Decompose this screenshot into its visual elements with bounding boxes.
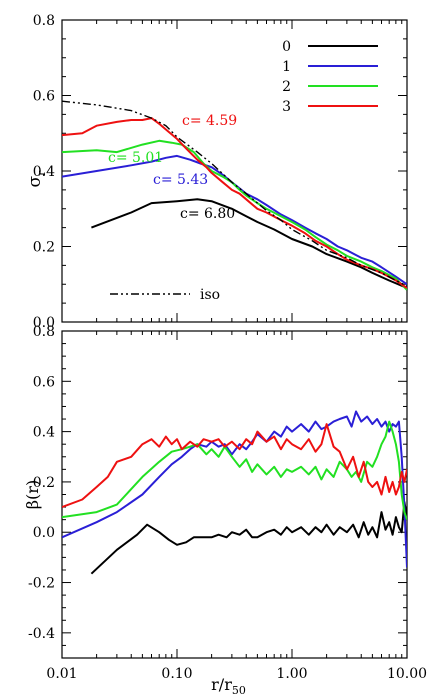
legend-label-iso: iso [200,287,220,303]
x-axis-title: r/r50 [211,675,246,697]
top-series-iso-line [62,100,407,287]
top-series-group [62,100,407,291]
x-tick-label: 0.10 [161,666,192,682]
bottom-y-tick-label: 0.8 [33,324,55,340]
bottom-y-tick-label: -0.4 [28,626,55,642]
top-y-tick-label: 0.4 [33,164,55,180]
bottom-panel: -0.4 -0.2 0.0 0.2 0.4 0.6 0.8 0.01 0.10 1.00 10.00… [23,324,427,697]
annotation-c-459: c= 4.59 [182,113,237,129]
bottom-plot-frame [61,330,408,659]
top-y-tick-label: 0.0 [33,315,55,331]
top-y-tick-label: 0.2 [33,240,55,256]
top-y-axis-title-sub: r [35,170,48,176]
annotation-c-501: c= 5.01 [108,150,163,166]
top-series-3-line [62,117,407,289]
bottom-y-tick-label: 0.4 [33,425,55,441]
bottom-series-3-line [62,423,407,509]
legend-label-1: 1 [282,59,291,75]
top-y-axis-title: σr [25,170,48,188]
bottom-series-1-line [62,410,407,568]
bottom-series-2-line [62,420,407,521]
legend-label-3: 3 [282,99,291,115]
top-series-2-line [62,139,407,291]
bottom-y-tick-label: 0.2 [33,475,55,491]
top-y-tick-label: 0.6 [33,89,55,105]
top-y-tick-label: 0.8 [33,13,55,29]
legend-label-0: 0 [282,39,291,55]
annotation-c-680: c= 6.80 [180,206,235,222]
top-series-1-line [62,154,407,286]
bottom-series-group [62,410,407,575]
annotation-c-543: c= 5.43 [153,172,208,188]
top-panel: 0.0 0.2 0.4 0.6 0.8 σr 0 1 2 3 iso [25,13,408,331]
legend-label-2: 2 [282,79,291,95]
bottom-y-tick-label: 0.6 [33,374,55,390]
x-tick-label: 10.00 [387,666,427,682]
x-tick-label: 0.01 [46,666,77,682]
bottom-y-axis-title: β(r) [23,480,42,509]
top-series-0-line [91,198,407,289]
bottom-series-0-line [90,501,407,575]
bottom-y-tick-label: 0.0 [33,525,55,541]
annotations: c= 4.59 c= 5.01 c= 5.43 c= 6.80 [108,113,237,222]
bottom-y-tick-label: -0.2 [28,576,55,592]
x-axis-title-sub: 50 [232,684,246,697]
x-tick-label: 1.00 [276,666,307,682]
